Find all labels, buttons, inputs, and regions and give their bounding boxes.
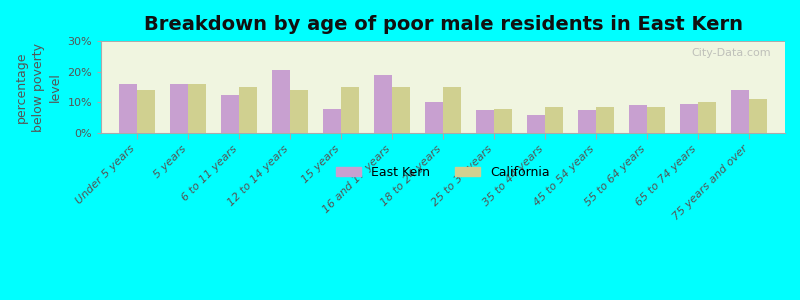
- Bar: [681, 104, 698, 133]
- Bar: [731, 90, 750, 133]
- Bar: [426, 102, 443, 133]
- Bar: [272, 70, 290, 133]
- Bar: [476, 110, 494, 133]
- Bar: [222, 95, 239, 133]
- Bar: [647, 107, 665, 133]
- Bar: [494, 109, 512, 133]
- Bar: [392, 87, 410, 133]
- Bar: [137, 90, 155, 133]
- Bar: [188, 84, 206, 133]
- Y-axis label: percentage
below poverty
level: percentage below poverty level: [15, 43, 62, 132]
- Bar: [341, 87, 359, 133]
- Bar: [443, 87, 461, 133]
- Bar: [750, 99, 767, 133]
- Bar: [239, 87, 257, 133]
- Bar: [698, 102, 716, 133]
- Title: Breakdown by age of poor male residents in East Kern: Breakdown by age of poor male residents …: [144, 15, 742, 34]
- Bar: [546, 107, 563, 133]
- Bar: [170, 84, 188, 133]
- Bar: [119, 84, 137, 133]
- Bar: [578, 110, 596, 133]
- Bar: [630, 106, 647, 133]
- Bar: [374, 75, 392, 133]
- Bar: [596, 107, 614, 133]
- Text: City-Data.com: City-Data.com: [692, 49, 771, 58]
- Bar: [527, 115, 546, 133]
- Bar: [323, 109, 341, 133]
- Bar: [290, 90, 308, 133]
- Legend: East Kern, California: East Kern, California: [331, 161, 555, 184]
